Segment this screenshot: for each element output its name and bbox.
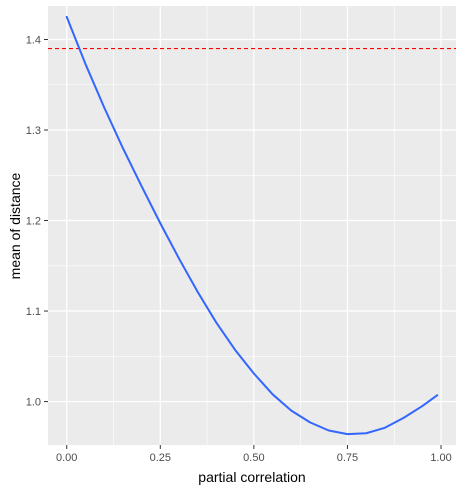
y-tick-label: 1.2	[26, 216, 41, 228]
x-tick-label: 0.50	[243, 452, 264, 464]
x-tick-label: 1.00	[430, 452, 451, 464]
y-tick-label: 1.0	[26, 397, 41, 409]
major-gridlines	[48, 6, 456, 445]
x-tick-label: 0.25	[150, 452, 171, 464]
x-tick-label: 0.75	[337, 452, 358, 464]
y-tick-label: 1.1	[26, 306, 41, 318]
x-axis-ticks: 0.00 0.25 0.50 0.75 1.00	[56, 445, 452, 464]
y-tick-label: 1.3	[26, 125, 41, 137]
y-axis-ticks: 1.0 1.1 1.2 1.3 1.4	[26, 34, 48, 409]
x-tick-label: 0.00	[56, 452, 77, 464]
y-axis-title: mean of distance	[7, 172, 23, 279]
y-tick-label: 1.4	[26, 34, 41, 46]
series-layer	[65, 15, 439, 436]
x-axis-title: partial correlation	[198, 469, 305, 485]
panel-background	[48, 6, 456, 445]
minor-gridlines	[48, 6, 456, 445]
series-line	[65, 15, 439, 436]
